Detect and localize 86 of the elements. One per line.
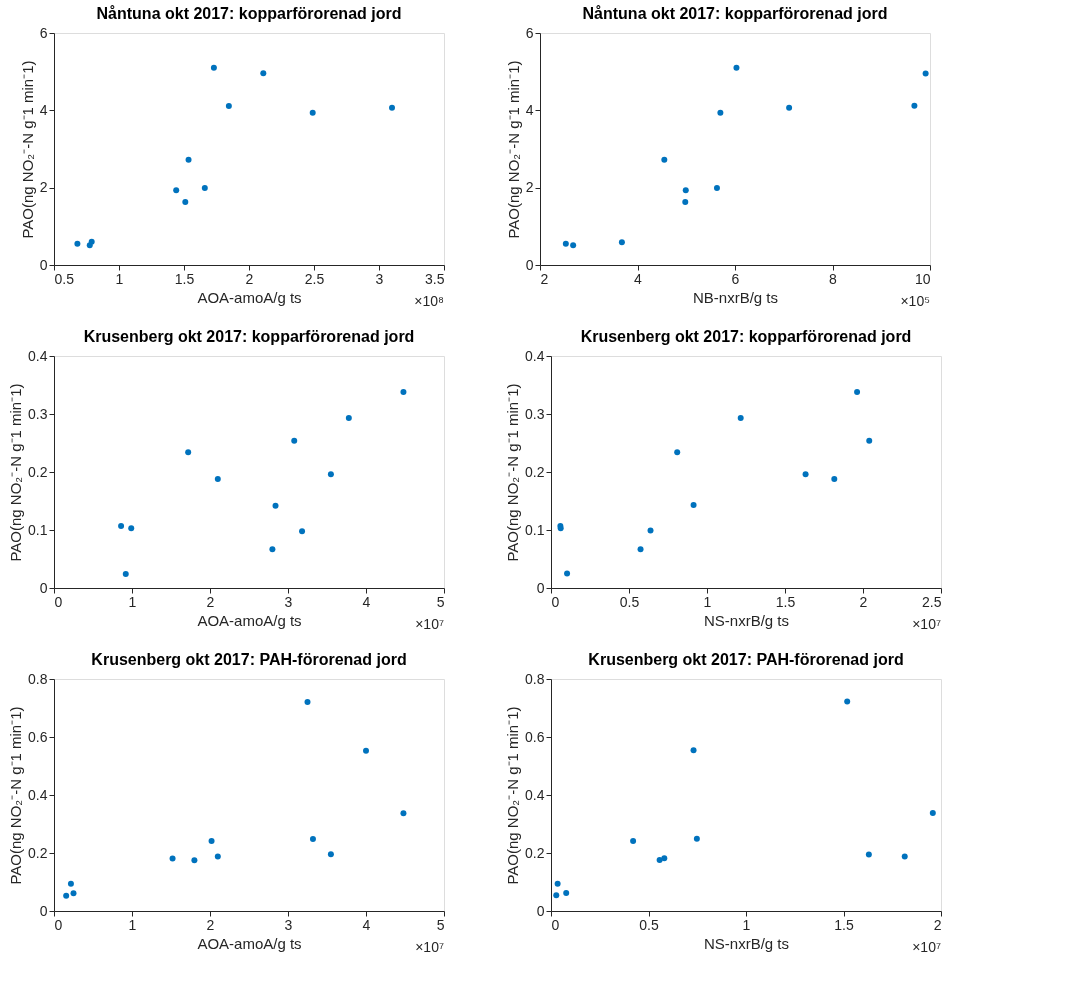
- y-tick-label: 0.4: [28, 786, 48, 803]
- y-tick-label: 0.1: [525, 521, 545, 538]
- x-tick-label: 3: [375, 270, 384, 287]
- y-tick-label: 0.3: [525, 405, 545, 422]
- chart-title: Nåntuna okt 2017: kopparförorenad jord: [582, 5, 888, 22]
- text: ×10⁷: [415, 616, 444, 632]
- y-tick-label: 0: [39, 579, 48, 596]
- y-tick-label: 0.4: [525, 786, 545, 803]
- y-axis-title: PAO(ng NO₂⁻-N g⁻1 min⁻1): [504, 706, 522, 885]
- text: ×10⁷: [912, 616, 941, 632]
- y-tick-label: 0.2: [28, 844, 48, 861]
- y-axis-title: PAO(ng NO₂⁻-N g⁻1 min⁻1): [504, 383, 522, 562]
- x-tick-label: 1.5: [775, 593, 796, 610]
- x-tick-label: 3.5: [425, 270, 445, 287]
- x-axis-title: NB-nxrB/g ts: [692, 288, 779, 306]
- chart-title: Krusenberg okt 2017: kopparförorenad jord: [83, 328, 415, 345]
- x-tick-label: 0.5: [639, 916, 659, 933]
- text: ×10⁷: [912, 939, 941, 955]
- chart-title: Krusenberg okt 2017: PAH-förorenad jord: [91, 651, 407, 668]
- y-tick-label: 6: [525, 24, 534, 41]
- y-tick-label: 0.8: [28, 670, 48, 687]
- x-axis-title: AOA-amoA/g ts: [197, 934, 302, 952]
- y-axis-title: PAO(ng NO₂⁻-N g⁻1 min⁻1): [18, 60, 36, 239]
- y-tick-label: 0.6: [28, 728, 48, 745]
- text: ×10⁵: [900, 293, 930, 309]
- x-tick-label: 1: [742, 916, 751, 933]
- x-tick-label: 2: [206, 916, 215, 933]
- y-tick-label: 2: [39, 179, 48, 196]
- x-tick-label: 2.5: [922, 593, 942, 610]
- y-tick-label: 0.4: [525, 347, 545, 364]
- x-tick-label: 10: [914, 270, 931, 287]
- x-axis-title: NS-nxrB/g ts: [703, 611, 790, 629]
- y-tick-label: 4: [39, 101, 48, 118]
- y-tick-label: 0.8: [525, 670, 545, 687]
- x-tick-label: 1: [703, 593, 712, 610]
- y-tick-label: 2: [525, 179, 534, 196]
- y-tick-label: 0.2: [525, 844, 545, 861]
- x-tick-label: 1: [128, 593, 137, 610]
- x-tick-label: 1.5: [174, 270, 195, 287]
- x-tick-label: 3: [284, 916, 293, 933]
- x-tick-label: 8: [829, 270, 838, 287]
- x-tick-label: 2: [859, 593, 868, 610]
- y-tick-label: 0: [525, 256, 534, 273]
- x-tick-label: 2: [245, 270, 254, 287]
- y-tick-label: 0: [39, 256, 48, 273]
- x-tick-label: 1: [128, 916, 137, 933]
- y-axis-title: PAO(ng NO₂⁻-N g⁻1 min⁻1): [7, 383, 25, 562]
- chart-title: Krusenberg okt 2017: PAH-förorenad jord: [588, 651, 904, 668]
- x-tick-label: 2: [933, 916, 942, 933]
- x-tick-label: 4: [362, 593, 371, 610]
- x-tick-label: 1.5: [834, 916, 854, 933]
- chart-title: Krusenberg okt 2017: kopparförorenad jord: [580, 328, 912, 345]
- x-tick-label: 6: [731, 270, 740, 287]
- y-axis-title: PAO(ng NO₂⁻-N g⁻1 min⁻1): [7, 706, 25, 885]
- x-tick-label: 0.5: [54, 270, 75, 287]
- x-tick-label: 4: [634, 270, 643, 287]
- y-tick-label: 0: [536, 579, 545, 596]
- y-tick-label: 0.2: [525, 463, 545, 480]
- y-tick-label: 4: [525, 101, 534, 118]
- text: ×10⁷: [415, 939, 444, 955]
- x-tick-label: 0: [551, 593, 560, 610]
- x-axis-title: NS-nxrB/g ts: [703, 934, 790, 952]
- y-tick-label: 0.2: [28, 463, 48, 480]
- x-tick-label: 4: [362, 916, 371, 933]
- x-tick-label: 0.5: [619, 593, 640, 610]
- x-axis-title: AOA-amoA/g ts: [197, 611, 302, 629]
- x-tick-label: 2: [206, 593, 215, 610]
- x-tick-label: 2.5: [304, 270, 325, 287]
- y-tick-label: 0: [39, 902, 48, 919]
- y-tick-label: 0.4: [28, 347, 48, 364]
- y-axis-title: PAO(ng NO₂⁻-N g⁻1 min⁻1): [504, 60, 522, 239]
- x-tick-label: 3: [284, 593, 293, 610]
- x-tick-label: 5: [436, 916, 445, 933]
- x-tick-label: 0: [54, 593, 63, 610]
- x-tick-label: 0: [54, 916, 63, 933]
- x-axis-title: AOA-amoA/g ts: [197, 288, 302, 306]
- y-tick-label: 0: [536, 902, 545, 919]
- y-tick-label: 6: [39, 24, 48, 41]
- x-tick-label: 5: [436, 593, 445, 610]
- y-tick-label: 0.6: [525, 728, 545, 745]
- y-tick-label: 0.1: [28, 521, 48, 538]
- x-tick-label: 0: [551, 916, 560, 933]
- y-tick-label: 0.3: [28, 405, 48, 422]
- chart-title: Nåntuna okt 2017: kopparförorenad jord: [96, 5, 402, 22]
- x-tick-label: 1: [115, 270, 124, 287]
- text: ×10⁸: [414, 293, 445, 309]
